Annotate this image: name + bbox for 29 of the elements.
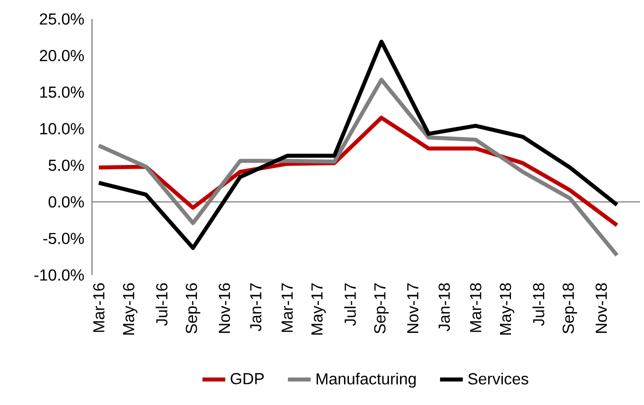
x-tick-label: Jul-16 <box>156 283 168 326</box>
y-tick-label: 0.0% <box>48 196 84 208</box>
x-tick-label: Jul-18 <box>532 283 544 326</box>
x-tick-label: Mar-16 <box>93 283 104 332</box>
y-tick-label: -10.0% <box>34 269 84 281</box>
line-series <box>96 40 619 250</box>
x-tick-label: Nov-18 <box>596 283 607 333</box>
x-tick-label: Sep-16 <box>186 283 200 334</box>
y-tick-label: 10.0% <box>40 123 84 134</box>
x-tick-label: Mar-17 <box>282 283 293 332</box>
y-tick-label: 5.0% <box>48 160 84 171</box>
y-tick-label: 25.0% <box>40 13 84 25</box>
y-tick-label: 15.0% <box>40 86 84 98</box>
y-tick-label: 20.0% <box>40 50 84 62</box>
x-tick-label: Jan-18 <box>438 283 450 332</box>
legend-label: Manufacturing <box>316 372 416 388</box>
x-tick-label: Mar-18 <box>470 283 482 332</box>
y-tick-label: -5.0% <box>43 232 84 244</box>
x-tick-label: Sep-18 <box>562 283 578 334</box>
x-tick-label: May-18 <box>500 283 514 335</box>
x-tick-label: Jul-17 <box>344 283 356 326</box>
x-tick-label: May-16 <box>122 283 138 335</box>
x-tick-label: Nov-17 <box>407 283 418 333</box>
x-tick-label: Sep-17 <box>374 283 389 334</box>
legend-label: GDP <box>230 372 264 384</box>
x-tick-label: Nov-16 <box>218 283 230 333</box>
legend-label: Services <box>468 372 528 384</box>
x-tick-label: May-17 <box>311 283 326 335</box>
x-tick-label: Jan-17 <box>250 283 262 332</box>
